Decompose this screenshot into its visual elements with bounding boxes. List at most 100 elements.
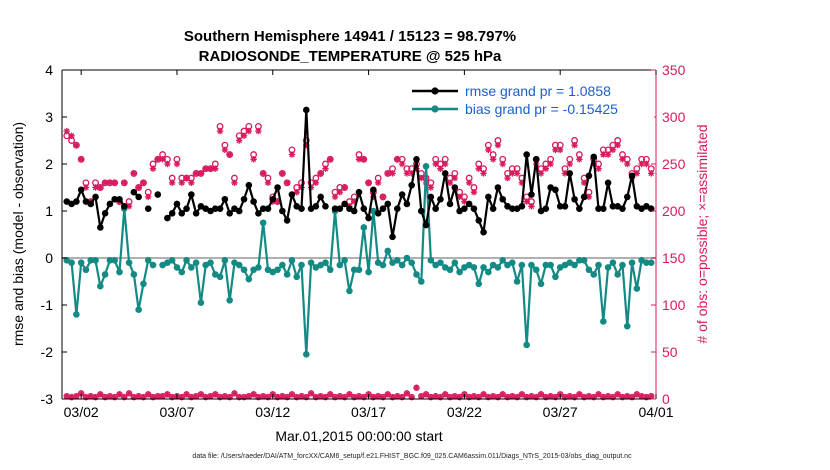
legend-bias-label: bias grand pr = -0.15425 bbox=[465, 101, 618, 117]
rmse-point bbox=[417, 207, 425, 215]
rmse-point bbox=[552, 186, 559, 194]
rmse-point bbox=[628, 172, 636, 180]
bias-point bbox=[77, 259, 85, 267]
bias-point bbox=[245, 275, 253, 283]
bias-point bbox=[552, 273, 559, 281]
rmse-point bbox=[427, 193, 435, 201]
obs-assimilated-low-marker bbox=[547, 393, 554, 400]
rmse-point bbox=[264, 205, 272, 212]
obs-assimilated-low-marker bbox=[456, 394, 463, 401]
rmse-point bbox=[216, 205, 224, 212]
rmse-point bbox=[269, 195, 277, 203]
obs-assimilated-marker bbox=[236, 137, 243, 144]
obs-assimilated-low-marker bbox=[178, 394, 185, 401]
chart-subtitle: RADIOSONDE_TEMPERATURE @ 525 hPa bbox=[199, 48, 502, 65]
bias-point bbox=[173, 264, 181, 271]
obs-assimilated-low-marker bbox=[442, 391, 449, 398]
y-left-tick-label: 2 bbox=[45, 156, 53, 172]
obs-assimilated-low-marker bbox=[279, 393, 286, 400]
obs-assimilated-low-marker bbox=[332, 394, 339, 401]
bias-point bbox=[394, 257, 401, 264]
obs-assimilated-marker bbox=[221, 146, 229, 154]
rmse-point bbox=[384, 200, 392, 208]
bias-point bbox=[149, 261, 157, 269]
rmse-point bbox=[441, 170, 449, 177]
rmse-series bbox=[63, 106, 655, 241]
obs-assimilated-low-marker bbox=[102, 394, 109, 401]
obs-assimilated-marker bbox=[571, 142, 578, 149]
rmse-point bbox=[255, 210, 262, 217]
obs-assimilated-marker bbox=[97, 184, 104, 191]
obs-assimilated-marker bbox=[327, 156, 334, 163]
obs-assimilated-marker bbox=[542, 165, 550, 172]
rmse-point bbox=[111, 195, 118, 203]
obs-assimilated-marker bbox=[451, 174, 459, 182]
obs-assimilated-marker bbox=[336, 189, 344, 196]
obs-assimilated-low-marker bbox=[485, 394, 492, 401]
obs-assimilated-marker bbox=[638, 160, 645, 168]
obs-assimilated-marker bbox=[494, 142, 502, 149]
rmse-point bbox=[413, 156, 420, 163]
rmse-point bbox=[317, 193, 324, 201]
obs-assimilated-marker bbox=[513, 170, 521, 177]
obs-assimilated-marker bbox=[173, 160, 181, 168]
rmse-point bbox=[604, 179, 612, 187]
obs-assimilated-low-marker bbox=[581, 394, 588, 401]
obs-assimilated-low-marker bbox=[260, 393, 267, 400]
bias-point bbox=[188, 264, 195, 271]
obs-assimilated-low-marker bbox=[423, 391, 430, 398]
obs-assimilated-marker bbox=[164, 160, 171, 168]
obs-assimilated-marker bbox=[303, 142, 310, 149]
obs-assimilated-low-marker bbox=[154, 393, 161, 400]
rmse-point bbox=[408, 181, 415, 189]
chart-title: Southern Hemisphere 14941 / 15123 = 98.7… bbox=[184, 28, 516, 45]
obs-assimilated-marker bbox=[250, 156, 257, 163]
bias-point bbox=[226, 297, 233, 304]
obs-assimilated-marker bbox=[92, 184, 99, 191]
rmse-point bbox=[97, 224, 104, 231]
obs-assimilated-low-marker bbox=[293, 394, 300, 401]
obs-assimilated-low-marker bbox=[561, 394, 568, 401]
obs-assimilated-low-marker bbox=[571, 394, 578, 401]
bias-point bbox=[623, 322, 631, 330]
bias-point bbox=[92, 257, 99, 264]
y-right-tick-label: 0 bbox=[662, 391, 670, 407]
rmse-point bbox=[494, 184, 502, 191]
obs-assimilated-low-marker bbox=[633, 391, 640, 398]
rmse-point bbox=[647, 205, 655, 212]
bias-point bbox=[322, 259, 329, 267]
obs-assimilated-marker bbox=[168, 179, 176, 186]
bias-point bbox=[590, 271, 598, 278]
rmse-point bbox=[403, 200, 411, 208]
obs-assimilated-marker bbox=[351, 198, 358, 205]
bias-point bbox=[379, 261, 387, 269]
bias-point bbox=[628, 259, 636, 267]
obs-assimilated-low-marker bbox=[188, 394, 195, 401]
rmse-point bbox=[360, 205, 368, 212]
obs-assimilated-marker bbox=[580, 179, 588, 186]
obs-assimilated-low-marker bbox=[135, 393, 142, 400]
rmse-point bbox=[394, 205, 401, 212]
obs-assimilated-marker bbox=[600, 151, 607, 158]
bias-point bbox=[513, 278, 521, 285]
x-tick-label: 03/07 bbox=[159, 404, 194, 420]
rmse-point bbox=[561, 203, 569, 210]
bias-point bbox=[417, 278, 425, 285]
rmse-point bbox=[499, 195, 507, 203]
obs-assimilated-marker bbox=[183, 174, 190, 182]
rmse-point bbox=[211, 205, 219, 212]
obs-assimilated-low-marker bbox=[509, 393, 516, 400]
bias-point bbox=[116, 268, 123, 276]
bias-point bbox=[422, 163, 430, 170]
bias-point bbox=[307, 259, 315, 267]
obs-assimilated-marker bbox=[101, 179, 109, 186]
rmse-point bbox=[331, 205, 339, 212]
obs-assimilated-marker bbox=[418, 174, 425, 182]
obs-assimilated-low-marker bbox=[150, 394, 157, 401]
obs-assimilated-marker bbox=[322, 165, 329, 172]
rmse-point bbox=[623, 193, 631, 201]
obs-assimilated-low-marker bbox=[552, 394, 559, 401]
obs-assimilated-marker bbox=[231, 179, 238, 186]
rmse-point bbox=[240, 195, 248, 203]
